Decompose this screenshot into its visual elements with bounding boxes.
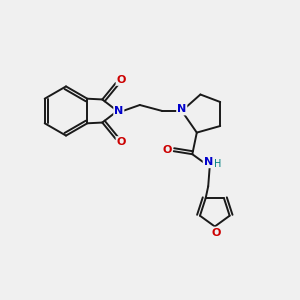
- Text: H: H: [214, 159, 222, 170]
- Text: N: N: [177, 104, 186, 115]
- Text: N: N: [114, 106, 123, 116]
- Text: N: N: [204, 157, 213, 167]
- Text: O: O: [162, 145, 172, 155]
- Text: O: O: [116, 75, 126, 85]
- Text: O: O: [212, 227, 221, 238]
- Text: O: O: [116, 137, 126, 147]
